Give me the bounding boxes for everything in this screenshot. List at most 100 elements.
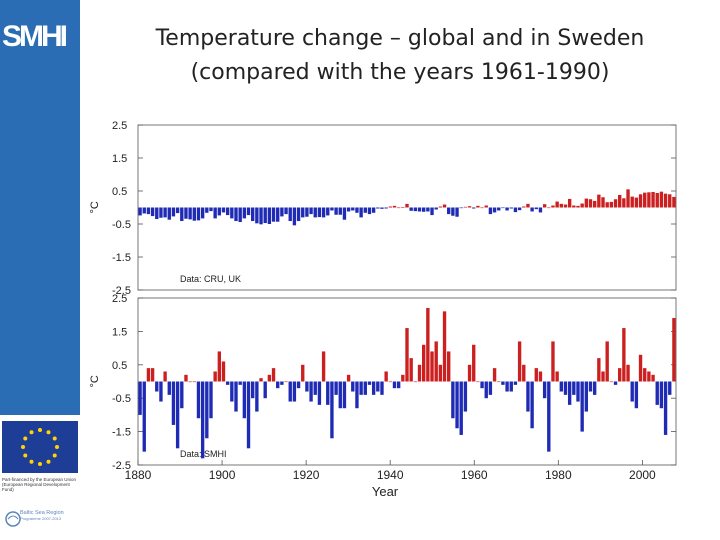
bar xyxy=(601,197,605,208)
eu-star xyxy=(29,459,34,464)
bar xyxy=(472,344,476,382)
bar xyxy=(192,207,196,221)
bar xyxy=(634,197,639,208)
bar xyxy=(171,207,176,217)
bar xyxy=(584,381,589,412)
bar xyxy=(492,368,497,382)
bar xyxy=(505,207,509,211)
eu-star xyxy=(52,436,57,441)
bar xyxy=(167,207,171,220)
x-tick-label: 1940 xyxy=(377,468,404,482)
bar xyxy=(334,207,338,215)
bar xyxy=(605,341,609,382)
bar xyxy=(672,318,676,382)
bar xyxy=(263,207,267,224)
data-source-note: Data: CRU, UK xyxy=(180,274,241,284)
bar xyxy=(255,381,259,412)
bar xyxy=(188,381,192,383)
bar xyxy=(396,381,401,389)
bar xyxy=(513,381,518,385)
smhi-logo: SMHI xyxy=(2,20,68,53)
bar xyxy=(580,381,584,432)
bar xyxy=(647,371,651,382)
bar xyxy=(392,205,397,208)
bar xyxy=(492,207,497,213)
bar xyxy=(271,207,276,222)
bar xyxy=(288,381,292,402)
bar xyxy=(651,374,655,382)
bar xyxy=(584,198,589,208)
bar xyxy=(351,381,355,392)
bar xyxy=(567,381,572,405)
bar xyxy=(221,207,226,213)
bar xyxy=(534,368,538,382)
bar xyxy=(626,189,630,208)
bar xyxy=(217,351,222,382)
bar xyxy=(459,207,463,209)
bar xyxy=(363,381,367,395)
eu-star xyxy=(46,459,51,464)
bar xyxy=(192,381,196,383)
bar xyxy=(230,381,234,402)
bar xyxy=(638,194,643,208)
bar xyxy=(138,207,142,216)
bar xyxy=(380,381,384,395)
bar xyxy=(342,207,347,220)
bar xyxy=(301,207,305,218)
bar xyxy=(467,364,472,382)
bar xyxy=(417,364,422,382)
bar xyxy=(659,191,664,208)
bar xyxy=(326,381,330,405)
bar xyxy=(438,206,443,208)
bar xyxy=(376,207,380,209)
bar xyxy=(421,207,426,212)
bar xyxy=(417,207,422,212)
bar xyxy=(555,371,559,382)
x-tick-label: 2000 xyxy=(629,468,656,482)
bar xyxy=(405,328,409,382)
bar xyxy=(663,193,668,208)
bar xyxy=(355,207,359,213)
bar xyxy=(426,207,430,212)
bar xyxy=(351,207,355,211)
bar xyxy=(630,381,634,402)
y-tick-label: 2.5 xyxy=(112,293,127,305)
baltic-sea-region-logo xyxy=(5,511,21,527)
bar xyxy=(476,381,480,383)
bar xyxy=(530,381,534,429)
bar xyxy=(517,207,522,211)
bar xyxy=(292,381,297,402)
title-line-1: Temperature change – global and in Swede… xyxy=(155,26,645,51)
eu-star xyxy=(55,445,59,449)
bar xyxy=(526,381,530,412)
bar xyxy=(175,381,180,449)
bar xyxy=(259,378,263,382)
bar xyxy=(668,194,672,208)
bar xyxy=(434,207,438,210)
x-tick-label: 1920 xyxy=(293,468,320,482)
bar xyxy=(246,381,251,449)
eu-funding-text: Part-financed by the European Union (Eur… xyxy=(2,477,77,492)
bar xyxy=(146,207,151,215)
bar xyxy=(163,371,167,382)
bar xyxy=(401,374,405,382)
bar xyxy=(180,207,184,222)
temperature-chart: 2.5 1.5 0.5 -0.5 -1.5 -2.5 °C Data: CRU, UK 2.5 1… xyxy=(89,120,677,499)
bar xyxy=(572,381,576,395)
bar xyxy=(280,207,284,217)
bar xyxy=(251,207,255,222)
baltic-sea-region-text: Baltic Sea Region Programme 2007-2013 xyxy=(20,510,64,522)
bar xyxy=(630,196,634,208)
bar xyxy=(200,381,205,459)
y-tick-label: 0.5 xyxy=(112,186,127,198)
bar xyxy=(317,381,322,405)
bar xyxy=(501,381,505,385)
bar xyxy=(476,205,480,208)
bar xyxy=(367,381,372,385)
bar xyxy=(159,381,163,402)
data-source-note: Data: SMHI xyxy=(180,449,227,459)
bar xyxy=(296,381,301,389)
bar xyxy=(501,207,505,209)
bar xyxy=(613,199,618,208)
bar xyxy=(409,207,413,211)
